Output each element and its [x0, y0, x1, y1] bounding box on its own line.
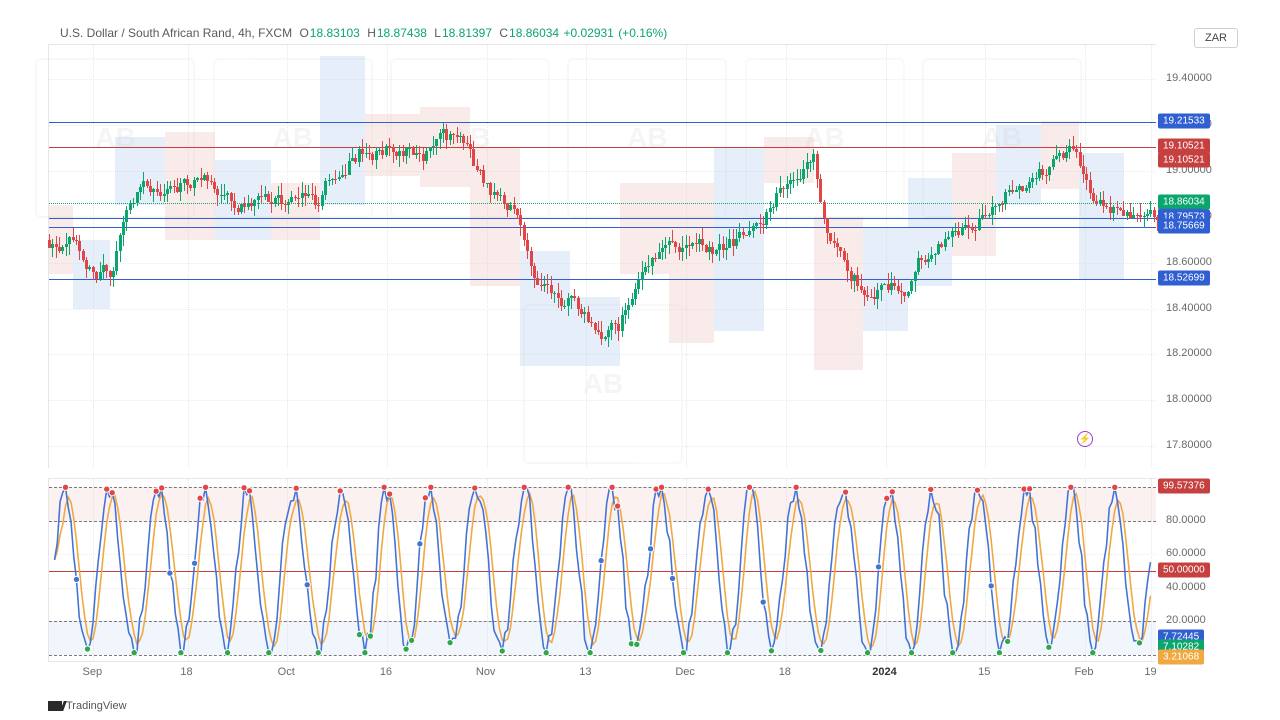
price-hline — [49, 203, 1156, 204]
price-chart-pane[interactable]: ABABABABABABAB⚡ — [48, 44, 1156, 468]
osc-value-tag: 99.57376 — [1158, 479, 1210, 494]
time-tick: 2024 — [872, 666, 896, 678]
price-hline — [49, 147, 1156, 148]
price-level-tag: 19.10521 — [1158, 138, 1210, 153]
price-ytick: 19.40000 — [1166, 72, 1212, 84]
day-range-box — [814, 217, 864, 371]
chgpct-val: (+0.16%) — [618, 26, 667, 40]
time-tick: Sep — [83, 666, 103, 678]
time-tick: Feb — [1074, 666, 1093, 678]
price-hline — [49, 227, 1156, 228]
osc-ytick: 80.0000 — [1166, 514, 1206, 526]
price-ytick: 18.20000 — [1166, 347, 1212, 359]
osc-ytick: 60.0000 — [1166, 547, 1206, 559]
oscillator-y-axis[interactable]: 20.0000 40.0000 60.0000 80.0000 50.00000 99.5… — [1158, 478, 1238, 662]
price-hline — [49, 218, 1156, 219]
flash-icon[interactable]: ⚡ — [1077, 431, 1093, 447]
open-val: 18.83103 — [310, 26, 360, 40]
day-range-box — [620, 183, 670, 275]
day-range-box — [669, 183, 713, 343]
osc-mid-tag: 50.00000 — [1158, 563, 1210, 578]
time-tick: 16 — [380, 666, 392, 678]
price-hline — [49, 279, 1156, 280]
time-tick: 13 — [579, 666, 591, 678]
price-level-tag: 19.21533 — [1158, 113, 1210, 128]
time-tick: Nov — [476, 666, 496, 678]
ohlc-readout: O18.83103 H18.87438 L18.81397 C18.86034 … — [295, 26, 667, 40]
price-ytick: 18.60000 — [1166, 256, 1212, 268]
chg-val: +0.02931 — [563, 26, 613, 40]
close-val: 18.86034 — [509, 26, 559, 40]
tv-icon — [48, 701, 62, 711]
low-val: 18.81397 — [442, 26, 492, 40]
osc-value-tag: 3.21068 — [1158, 649, 1204, 664]
tradingview-logo[interactable]: TradingView — [48, 700, 127, 712]
time-tick: Dec — [675, 666, 695, 678]
oscillator-svg — [49, 479, 1156, 661]
time-tick: 15 — [978, 666, 990, 678]
price-ytick: 17.80000 — [1166, 439, 1212, 451]
time-tick: 18 — [180, 666, 192, 678]
price-level-tag: 18.75669 — [1158, 218, 1210, 233]
time-tick: Oct — [278, 666, 295, 678]
price-y-axis[interactable]: 17.80000 18.00000 18.20000 18.40000 18.60000… — [1158, 44, 1238, 468]
price-ytick: 18.40000 — [1166, 302, 1212, 314]
price-level-tag: 19.10521 — [1158, 152, 1210, 167]
osc-ytick: 40.0000 — [1166, 581, 1206, 593]
price-ytick: 18.00000 — [1166, 393, 1212, 405]
time-tick: 18 — [779, 666, 791, 678]
brand-label: TradingView — [66, 700, 127, 712]
price-level-tag: 18.86034 — [1158, 195, 1210, 210]
day-range-box — [520, 251, 570, 366]
time-tick: 19 — [1144, 666, 1156, 678]
chart-header: U.S. Dollar / South African Rand, 4h, FX… — [60, 26, 667, 40]
osc-ytick: 20.0000 — [1166, 614, 1206, 626]
chart-root: U.S. Dollar / South African Rand, 4h, FX… — [0, 0, 1280, 720]
time-axis[interactable]: Sep 18 Oct 16 Nov 13 Dec 18 2024 15 Feb 19 — [48, 664, 1156, 684]
oscillator-pane[interactable] — [48, 478, 1156, 662]
symbol-title[interactable]: U.S. Dollar / South African Rand, 4h, FX… — [60, 26, 292, 40]
high-val: 18.87438 — [377, 26, 427, 40]
price-hline — [49, 122, 1156, 123]
price-level-tag: 18.52699 — [1158, 271, 1210, 286]
